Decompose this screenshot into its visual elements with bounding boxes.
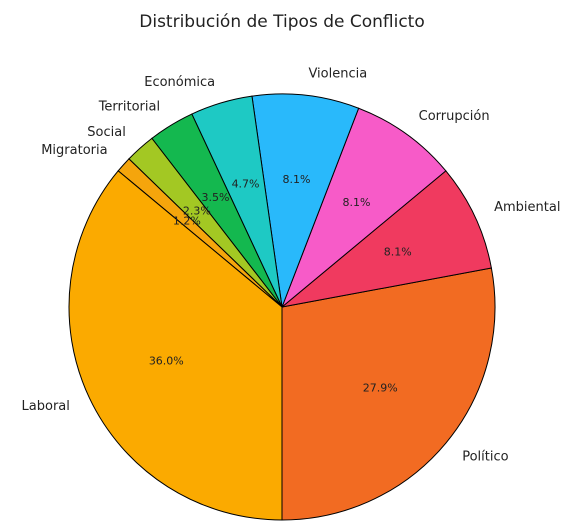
pie-slice [251, 93, 360, 309]
slice-label: Social [87, 125, 126, 140]
value-label: 8.1% [282, 173, 310, 186]
pie-slice [68, 170, 283, 521]
slice-label: Corrupción [419, 109, 490, 124]
pie-slice [280, 107, 447, 309]
value-label: 8.1% [343, 196, 371, 209]
slice-label: Económica [144, 75, 215, 90]
slice-label: Violencia [308, 67, 367, 82]
value-label: 2.3% [183, 205, 211, 218]
value-label: 27.9% [363, 382, 398, 395]
pie-slice [281, 267, 496, 521]
chart-title: Distribución de Tipos de Conflicto [139, 12, 425, 32]
value-label: 36.0% [149, 354, 184, 367]
slice-label: Político [462, 449, 508, 464]
slice-label: Territorial [98, 99, 160, 114]
value-label: 3.5% [202, 191, 230, 204]
value-label: 4.7% [232, 178, 260, 191]
slice-label: Laboral [22, 399, 70, 414]
slice-label: Migratoria [41, 143, 107, 158]
pie-slice [280, 170, 492, 308]
value-label: 1.2% [173, 215, 201, 228]
value-label: 8.1% [384, 246, 412, 259]
slice-label: Ambiental [494, 200, 560, 215]
